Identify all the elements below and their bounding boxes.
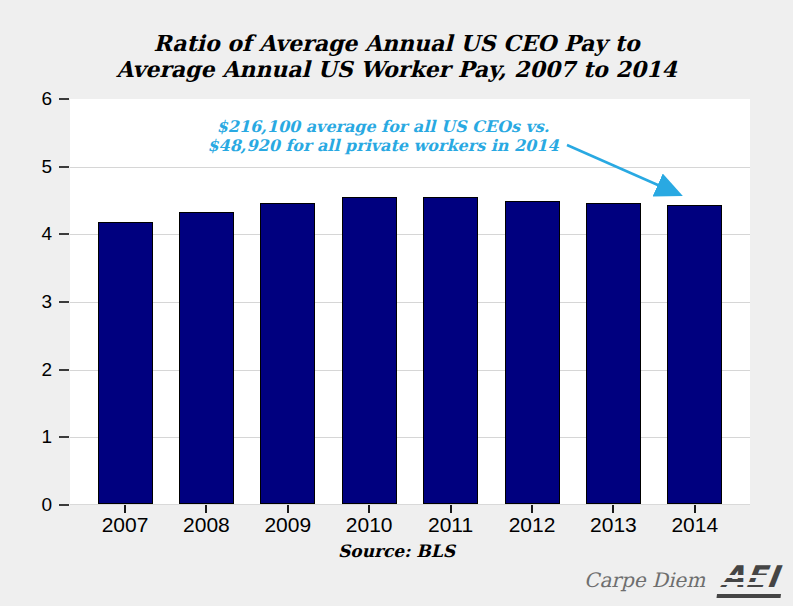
y-tick-label-6: 6 bbox=[22, 89, 52, 109]
gridline-y5 bbox=[70, 167, 750, 168]
y-tick-label-1: 1 bbox=[22, 427, 52, 447]
x-tick-label-2008: 2008 bbox=[166, 513, 246, 537]
gridline-y3 bbox=[70, 302, 750, 303]
footer: Carpe Diem AEI bbox=[584, 562, 783, 598]
bar-2010 bbox=[342, 197, 397, 504]
annotation: $216,100 average for all US CEOs vs. $48… bbox=[163, 117, 603, 155]
x-tick-label-2010: 2010 bbox=[329, 513, 409, 537]
x-tick-mark-2009 bbox=[287, 505, 289, 513]
chart-title: Ratio of Average Annual US CEO Pay to Av… bbox=[0, 30, 793, 82]
y-tick-mark-5 bbox=[59, 166, 69, 168]
x-tick-mark-2010 bbox=[368, 505, 370, 513]
annotation-line1: $216,100 average for all US CEOs vs. bbox=[163, 117, 603, 136]
y-tick-label-0: 0 bbox=[22, 495, 52, 515]
x-tick-mark-2012 bbox=[531, 505, 533, 513]
x-tick-label-2007: 2007 bbox=[85, 513, 165, 537]
x-tick-mark-2014 bbox=[694, 505, 696, 513]
y-tick-mark-4 bbox=[59, 233, 69, 235]
y-tick-mark-2 bbox=[59, 369, 69, 371]
chart-title-line1: Ratio of Average Annual US CEO Pay to bbox=[0, 30, 793, 56]
source-label: Source: BLS bbox=[0, 541, 793, 561]
y-tick-mark-6 bbox=[59, 98, 69, 100]
x-tick-label-2009: 2009 bbox=[248, 513, 328, 537]
blog-name: Carpe Diem bbox=[584, 568, 705, 592]
y-tick-label-2: 2 bbox=[22, 360, 52, 380]
x-tick-mark-2008 bbox=[205, 505, 207, 513]
gridline-y4 bbox=[70, 234, 750, 235]
bar-2008 bbox=[179, 212, 234, 504]
x-tick-mark-2007 bbox=[124, 505, 126, 513]
y-tick-mark-3 bbox=[59, 301, 69, 303]
y-tick-label-5: 5 bbox=[22, 157, 52, 177]
x-tick-label-2011: 2011 bbox=[411, 513, 491, 537]
chart-title-line2: Average Annual US Worker Pay, 2007 to 20… bbox=[0, 56, 793, 82]
x-tick-label-2014: 2014 bbox=[655, 513, 735, 537]
aei-logo: AEI bbox=[717, 562, 786, 598]
aei-logo-stripe bbox=[719, 575, 769, 578]
y-tick-mark-0 bbox=[59, 504, 69, 506]
gridline-y2 bbox=[70, 370, 750, 371]
x-tick-mark-2013 bbox=[612, 505, 614, 513]
bar-2014 bbox=[667, 205, 722, 504]
y-tick-mark-1 bbox=[59, 436, 69, 438]
x-tick-label-2012: 2012 bbox=[492, 513, 572, 537]
bar-2011 bbox=[423, 197, 478, 504]
bar-2009 bbox=[260, 203, 315, 504]
annotation-line2: $48,920 for all private workers in 2014 bbox=[163, 136, 603, 155]
gridline-y1 bbox=[70, 437, 750, 438]
x-tick-mark-2011 bbox=[450, 505, 452, 513]
bar-2007 bbox=[98, 222, 153, 504]
x-tick-label-2013: 2013 bbox=[573, 513, 653, 537]
y-tick-label-4: 4 bbox=[22, 224, 52, 244]
bar-2012 bbox=[505, 201, 560, 504]
bar-2013 bbox=[586, 203, 641, 504]
y-tick-label-3: 3 bbox=[22, 292, 52, 312]
plot-area: $216,100 average for all US CEOs vs. $48… bbox=[70, 99, 750, 505]
chart-page: Ratio of Average Annual US CEO Pay to Av… bbox=[0, 0, 793, 606]
aei-logo-stripe bbox=[718, 582, 768, 585]
